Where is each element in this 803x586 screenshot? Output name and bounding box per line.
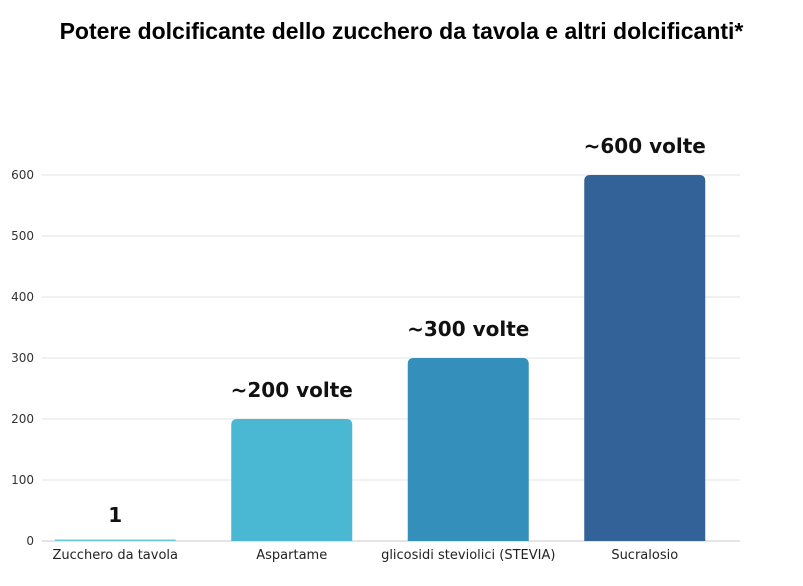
bar	[54, 539, 176, 541]
bar	[231, 419, 353, 541]
y-tick-label: 0	[26, 534, 34, 548]
x-tick-label: Sucralosio	[611, 548, 678, 563]
y-tick-label: 200	[11, 412, 34, 426]
data-label: ~600 volte	[584, 134, 706, 158]
y-tick-label: 500	[11, 229, 34, 243]
data-label: 1	[108, 503, 122, 527]
y-tick-label: 400	[11, 290, 34, 304]
y-tick-label: 600	[11, 168, 34, 182]
y-tick-label: 100	[11, 473, 34, 487]
data-label: ~200 volte	[231, 378, 353, 402]
bar	[407, 358, 529, 541]
chart-title: Potere dolcificante dello zucchero da ta…	[59, 18, 744, 44]
x-tick-label: Zucchero da tavola	[53, 548, 178, 563]
y-tick-label: 300	[11, 351, 34, 365]
data-label: ~300 volte	[407, 317, 529, 341]
bar	[584, 175, 706, 541]
x-tick-label: Aspartame	[256, 548, 327, 563]
x-tick-label: glicosidi steviolici (STEVIA)	[381, 548, 555, 563]
